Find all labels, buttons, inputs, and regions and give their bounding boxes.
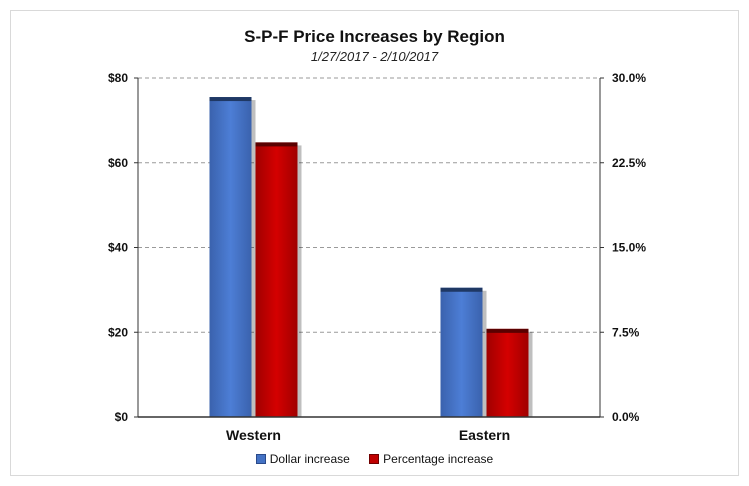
- bar-dollar-eastern: [440, 287, 483, 417]
- legend-item-percentage: Percentage increase: [369, 452, 493, 466]
- y-right-tick-label: 15.0%: [612, 241, 646, 255]
- y-left-tick-label: $60: [108, 156, 128, 170]
- bar-cap: [255, 142, 298, 147]
- y-right-tick-label: 22.5%: [612, 156, 646, 170]
- legend-swatch-dollar: [255, 454, 266, 464]
- bar-cap: [440, 287, 483, 292]
- legend: Dollar increase Percentage increase: [0, 452, 749, 467]
- legend-label-percentage: Percentage increase: [383, 452, 494, 466]
- bar-cap: [209, 97, 252, 102]
- legend-label-dollar: Dollar increase: [269, 452, 350, 466]
- y-right-tick-label: 30.0%: [612, 71, 646, 85]
- y-left-tick-label: $40: [108, 241, 128, 255]
- chart-title: S-P-F Price Increases by Region: [244, 27, 505, 46]
- bar-cap: [486, 328, 529, 333]
- legend-item-dollar: Dollar increase: [255, 452, 350, 466]
- bar-percentage-eastern: [486, 328, 529, 417]
- y-left-tick-label: $20: [108, 325, 128, 339]
- y-right-tick-label: 7.5%: [612, 325, 640, 339]
- legend-swatch-percentage: [369, 454, 380, 464]
- bar-dollar-western: [209, 97, 252, 417]
- bar-percentage-western: [255, 142, 298, 417]
- x-category-label: Western: [226, 427, 281, 443]
- y-left-tick-label: $80: [108, 71, 128, 85]
- y-left-tick-label: $0: [115, 410, 129, 424]
- chart-frame: [10, 10, 739, 476]
- y-right-tick-label: 0.0%: [612, 410, 640, 424]
- chart-subtitle: 1/27/2017 - 2/10/2017: [310, 49, 439, 64]
- x-category-label: Eastern: [459, 427, 510, 443]
